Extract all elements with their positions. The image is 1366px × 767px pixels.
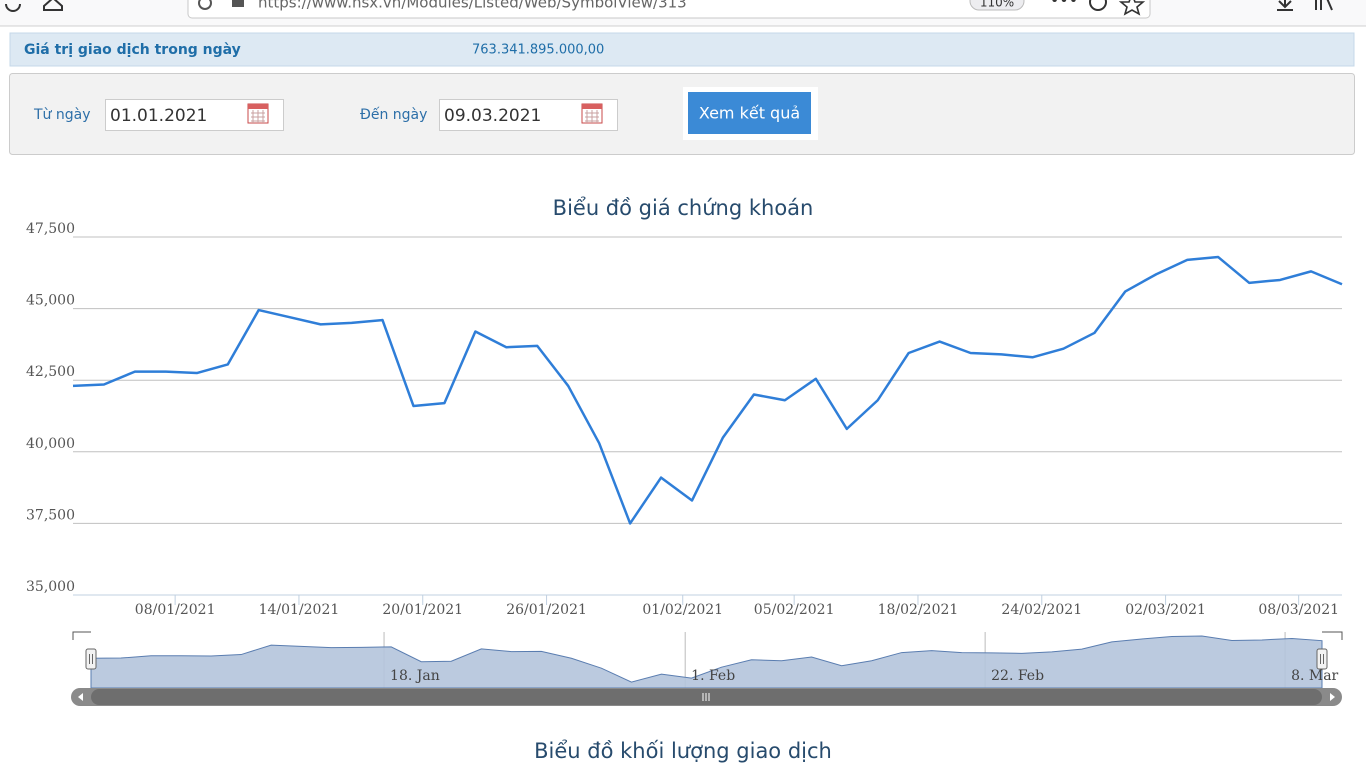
url-text: https://www.hsx.vn/Modules/Listed/Web/Sy… bbox=[258, 0, 687, 12]
scrollbar-grip bbox=[702, 693, 710, 701]
handle-grip bbox=[1320, 654, 1324, 664]
navigator-tick-label: 18. Jan bbox=[390, 668, 440, 684]
reload-button[interactable] bbox=[5, 3, 21, 12]
pocket-button[interactable] bbox=[1089, 0, 1107, 11]
y-tick-label: 35,000 bbox=[26, 579, 75, 595]
navigator-tick-label: 1. Feb bbox=[691, 668, 735, 684]
page-actions[interactable]: ••• bbox=[1050, 0, 1078, 10]
calendar-header bbox=[582, 104, 602, 109]
library-button[interactable] bbox=[1315, 0, 1333, 11]
to-calendar-icon[interactable] bbox=[581, 103, 603, 124]
x-tick-label: 14/01/2021 bbox=[259, 602, 340, 618]
calendar-grid bbox=[251, 110, 265, 123]
navigator-handle[interactable] bbox=[1316, 648, 1328, 670]
to-date-value: 09.03.2021 bbox=[444, 106, 541, 126]
bookmark-button[interactable] bbox=[1118, 0, 1146, 16]
downloads-button[interactable] bbox=[1277, 0, 1293, 11]
from-date-value: 01.01.2021 bbox=[110, 106, 207, 126]
chart-title: Biểu đồ giá chứng khoán bbox=[553, 196, 814, 220]
filter-panel bbox=[9, 73, 1355, 155]
from-calendar-icon[interactable] bbox=[247, 103, 269, 124]
handle-grip bbox=[89, 654, 93, 664]
url-bar[interactable] bbox=[187, 0, 1151, 19]
x-tick-label: 18/02/2021 bbox=[878, 602, 959, 618]
scroll-right-arrow[interactable] bbox=[1330, 693, 1335, 701]
navigator-handle[interactable] bbox=[85, 648, 97, 670]
zoom-text: 110% bbox=[980, 0, 1014, 10]
x-tick-label: 08/03/2021 bbox=[1258, 602, 1339, 618]
summary-value: 763.341.895.000,00 bbox=[472, 43, 604, 58]
y-tick-label: 37,500 bbox=[26, 507, 75, 523]
x-tick-label: 05/02/2021 bbox=[754, 602, 835, 618]
summary-label: Giá trị giao dịch trong ngày bbox=[24, 42, 241, 58]
y-tick-label: 47,500 bbox=[26, 221, 75, 237]
zoom-badge[interactable] bbox=[969, 0, 1025, 11]
y-tick-label: 40,000 bbox=[26, 436, 75, 452]
submit-button[interactable] bbox=[688, 92, 811, 134]
navigator-tick-label: 8. Mar bbox=[1291, 668, 1338, 684]
to-label: Đến ngày bbox=[360, 106, 427, 123]
calendar-header bbox=[248, 104, 268, 109]
y-tick-label: 45,000 bbox=[26, 293, 75, 309]
scroll-left-arrow[interactable] bbox=[78, 693, 83, 701]
x-tick-label: 08/01/2021 bbox=[135, 602, 216, 618]
calendar-grid bbox=[585, 110, 599, 123]
x-tick-label: 01/02/2021 bbox=[642, 602, 723, 618]
x-tick-label: 20/01/2021 bbox=[382, 602, 463, 618]
x-tick-label: 24/02/2021 bbox=[1001, 602, 1082, 618]
navigator-area bbox=[90, 635, 1323, 689]
navigator-tick-label: 22. Feb bbox=[991, 668, 1044, 684]
home-button[interactable] bbox=[43, 0, 63, 11]
lock-icon[interactable] bbox=[232, 0, 244, 7]
tracking-icon[interactable] bbox=[198, 0, 212, 10]
navigator-frame bbox=[72, 631, 1343, 640]
x-tick-label: 26/01/2021 bbox=[506, 602, 587, 618]
volume-chart-title: Biểu đồ khối lượng giao dịch bbox=[534, 739, 832, 763]
from-label: Từ ngày bbox=[33, 107, 91, 123]
price-line bbox=[72, 255, 1343, 525]
summary-row bbox=[9, 32, 1355, 67]
y-tick-label: 42,500 bbox=[26, 364, 75, 380]
submit-button-label: Xem kết quả bbox=[699, 104, 800, 123]
x-tick-label: 02/03/2021 bbox=[1125, 602, 1206, 618]
